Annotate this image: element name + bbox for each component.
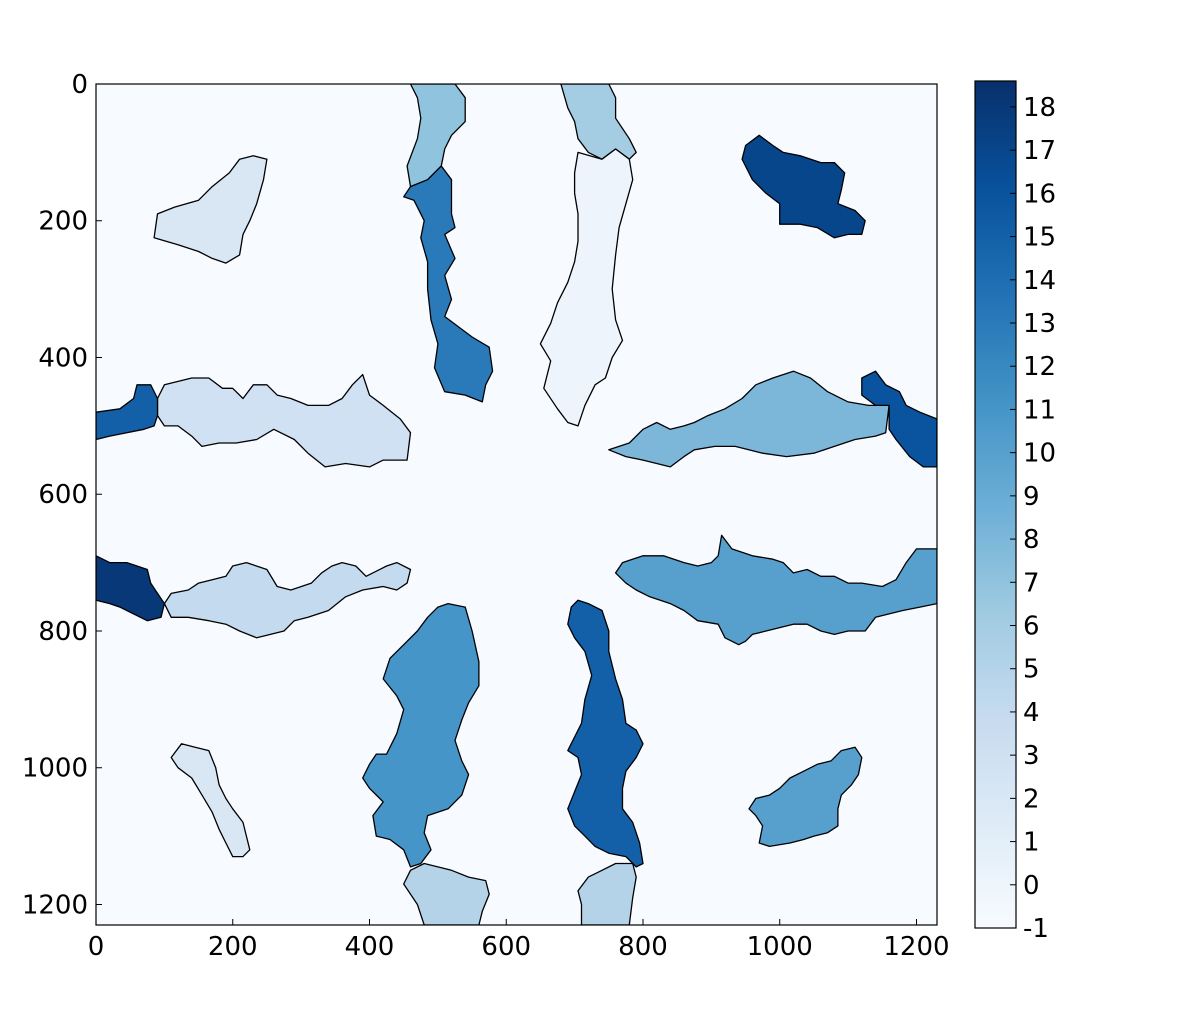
y-axis: 0 200 400 600 800 1000 1200 <box>22 70 102 920</box>
region-4-label-0 <box>539 148 634 427</box>
y-tick-label: 1000 <box>22 754 88 784</box>
colorbar-tick-label: 8 <box>1023 525 1040 555</box>
x-tick-label: 400 <box>345 932 395 962</box>
x-tick-label: 0 <box>88 932 105 962</box>
colorbar-tick-label: 1 <box>1023 828 1040 858</box>
colorbar-tick-label: 3 <box>1023 741 1040 771</box>
region-2-label-13 <box>403 165 494 403</box>
colorbar-tick-label: 6 <box>1023 612 1040 642</box>
y-tick-label: 600 <box>38 480 88 510</box>
region-17-label-5 <box>577 862 637 925</box>
region-8-label-15 <box>96 384 159 441</box>
x-tick-label: 200 <box>208 932 258 962</box>
y-tick-label: 800 <box>38 617 88 647</box>
colorbar-tick-label: 15 <box>1023 223 1056 253</box>
colorbar-tick-label: 5 <box>1023 655 1040 685</box>
colorbar-tick-label: 7 <box>1023 568 1040 598</box>
region-14-label-11 <box>362 602 480 868</box>
y-tick-label: 1200 <box>22 890 88 920</box>
region-18-label-2 <box>170 743 251 858</box>
colorbar-tick-label: 18 <box>1023 93 1056 123</box>
region-16-label-5 <box>403 862 490 925</box>
x-tick-label: 1000 <box>747 932 813 962</box>
region-5-label-2 <box>153 155 268 264</box>
region-19-label-10 <box>748 746 863 848</box>
x-axis: 0 200 400 600 800 1000 1200 <box>88 919 950 962</box>
region-layer <box>96 84 937 925</box>
plot-frame <box>95 83 938 926</box>
region-7-label-3 <box>156 373 412 468</box>
y-tick-label: 0 <box>71 70 88 100</box>
region-12-label-4 <box>163 561 412 639</box>
colorbar-tick-label: 16 <box>1023 179 1056 209</box>
colorbar-tick-label: 4 <box>1023 698 1040 728</box>
region-6-label-17 <box>741 134 866 239</box>
colorbar-tick-label: 10 <box>1023 439 1056 469</box>
region-15-label-15 <box>567 599 644 868</box>
colorbar-tick-label: 0 <box>1023 871 1040 901</box>
region-13-label-10 <box>614 534 937 646</box>
x-tick-label: 800 <box>618 932 668 962</box>
colorbar-tick-label: -1 <box>1023 914 1049 944</box>
colorbar-tick-label: 17 <box>1023 136 1056 166</box>
region-10-label-16 <box>861 370 937 468</box>
colorbar-tick-label: 12 <box>1023 352 1056 382</box>
x-tick-label: 600 <box>481 932 531 962</box>
colorbar-tick-label: 14 <box>1023 266 1056 296</box>
colorbar-tick-label: 13 <box>1023 309 1056 339</box>
colorbar-tick-label: 9 <box>1023 482 1040 512</box>
colorbar-tick-label: 2 <box>1023 784 1040 814</box>
colorbar-gradient <box>974 80 1017 929</box>
y-tick-label: 400 <box>38 343 88 373</box>
y-tick-label: 200 <box>38 207 88 237</box>
colorbar-tick-label: 11 <box>1023 395 1056 425</box>
x-tick-label: 1200 <box>883 932 949 962</box>
